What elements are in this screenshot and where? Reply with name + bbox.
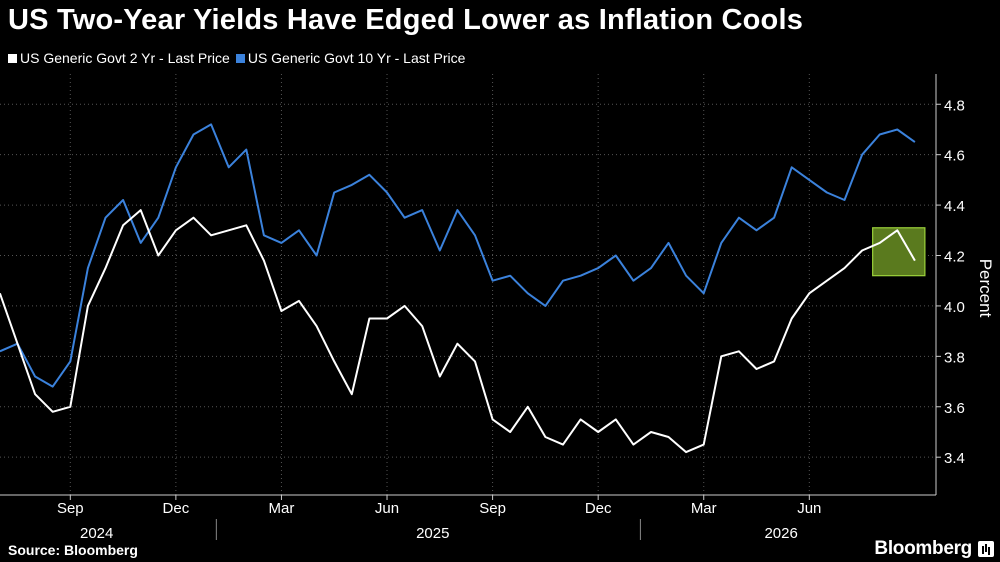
- y-tick-label: 3.4: [944, 450, 965, 467]
- x-tick-label: Sep: [479, 500, 506, 517]
- y-tick-label: 3.8: [944, 349, 965, 366]
- legend-item-ten-year: US Generic Govt 10 Yr - Last Price: [235, 50, 466, 66]
- x-tick-label: Jun: [375, 500, 399, 517]
- legend-swatch-ten-year: [235, 53, 245, 63]
- x-tick-label: Mar: [269, 500, 295, 517]
- y-tick-label: 4.0: [944, 299, 965, 316]
- chart-title: US Two-Year Yields Have Edged Lower as I…: [8, 4, 804, 36]
- y-tick-label: 4.8: [944, 97, 965, 114]
- x-year-label: 2026: [764, 525, 797, 542]
- legend-label-two-year: US Generic Govt 2 Yr - Last Price: [20, 50, 230, 66]
- legend-swatch-two-year: [8, 53, 17, 63]
- y-axis-label: Percent: [976, 259, 995, 318]
- y-tick-label: 3.6: [944, 400, 965, 417]
- x-tick-label: Mar: [691, 500, 717, 517]
- y-tick-label: 4.2: [944, 249, 965, 266]
- x-year-label: 2024: [80, 525, 113, 542]
- source-note: Source: Bloomberg: [8, 542, 138, 558]
- y-tick-label: 4.4: [944, 198, 965, 215]
- chart-icon: [978, 541, 994, 557]
- x-tick-label: Jun: [797, 500, 821, 517]
- legend-item-two-year: US Generic Govt 2 Yr - Last Price: [8, 50, 230, 66]
- x-year-label: 2025: [416, 525, 449, 542]
- x-tick-label: Dec: [163, 500, 190, 517]
- legend: US Generic Govt 2 Yr - Last Price US Gen…: [8, 50, 465, 66]
- highlight-box: [872, 227, 926, 277]
- x-tick-label: Sep: [57, 500, 84, 517]
- x-tick-label: Dec: [585, 500, 612, 517]
- y-tick-label: 4.6: [944, 148, 965, 165]
- brand-logo: Bloomberg: [874, 538, 972, 559]
- ten-year-line: [0, 123, 916, 388]
- two-year-line: [0, 209, 916, 454]
- legend-label-ten-year: US Generic Govt 10 Yr - Last Price: [247, 50, 466, 66]
